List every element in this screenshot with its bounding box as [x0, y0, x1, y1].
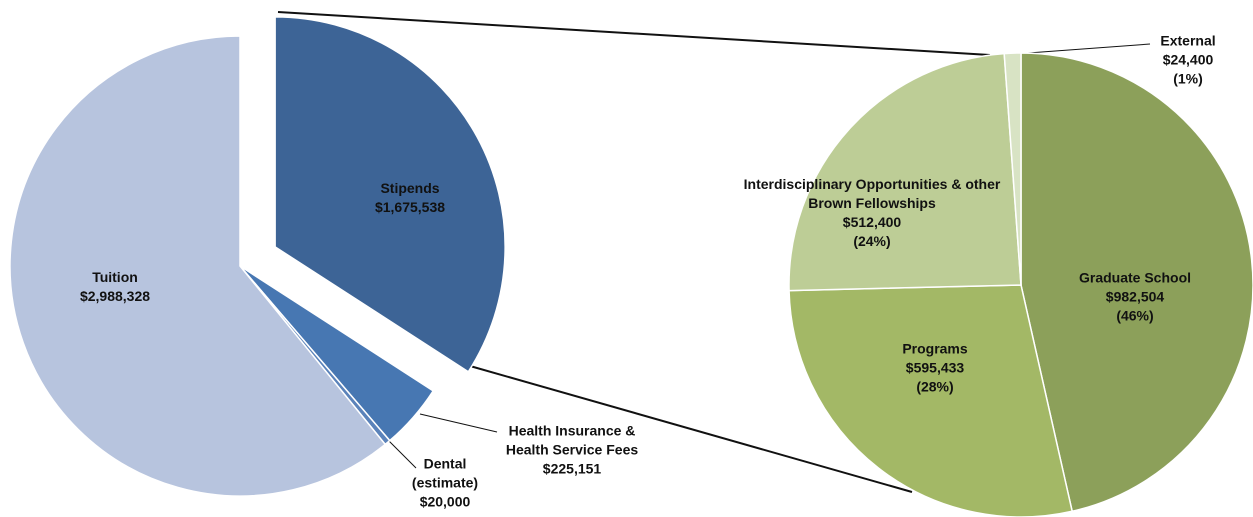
- value-label: $225,151: [542, 460, 602, 477]
- category-label: Dental (estimate): [411, 455, 479, 491]
- pie-slice: [9, 35, 387, 497]
- pie-slice: [1020, 52, 1253, 513]
- percent-label: (24%): [853, 233, 891, 249]
- connector-line: [469, 365, 913, 493]
- slice-label: Tuition $2,988,328: [45, 268, 185, 306]
- value-label: $24,400: [1162, 51, 1214, 68]
- value-label: $595,433: [905, 359, 965, 376]
- category-label: External: [1160, 32, 1216, 49]
- category-label: Health Insurance & Health Service Fees: [505, 422, 639, 458]
- category-label: Interdisciplinary Opportunities & other …: [743, 176, 1001, 211]
- percent-label: (46%): [1116, 307, 1154, 324]
- slice-label: External $24,400 (1%): [1143, 32, 1233, 89]
- slice-label: Programs $595,433 (28%): [865, 340, 1005, 397]
- slice-label: Health Insurance & Health Service Fees $2…: [492, 422, 652, 479]
- value-label: $1,675,538: [374, 199, 446, 215]
- leader-line: [419, 413, 498, 433]
- slice-label: Interdisciplinary Opportunities & other …: [737, 175, 1007, 251]
- category-label: Graduate School: [1078, 269, 1192, 286]
- percent-label: (28%): [916, 378, 954, 395]
- value-label: $982,504: [1105, 288, 1165, 305]
- pie-slice: [274, 16, 506, 373]
- percent-label: (1%): [1173, 70, 1203, 87]
- pie-slice: [1003, 52, 1022, 286]
- leader-line: [387, 439, 417, 469]
- category-label: Programs: [902, 340, 968, 357]
- slice-label: Dental (estimate) $20,000: [405, 455, 485, 512]
- category-label: Tuition: [92, 269, 138, 285]
- value-label: $20,000: [419, 493, 471, 510]
- category-label: Stipends: [380, 180, 440, 196]
- leader-line: [1014, 43, 1151, 55]
- slice-label: Graduate School $982,504 (46%): [1065, 269, 1205, 326]
- slice-label: Stipends $1,675,538: [340, 179, 480, 217]
- connector-line: [277, 11, 991, 56]
- value-label: $2,988,328: [79, 288, 151, 304]
- value-label: $512,400: [842, 214, 902, 230]
- pie-slice: [788, 52, 1022, 292]
